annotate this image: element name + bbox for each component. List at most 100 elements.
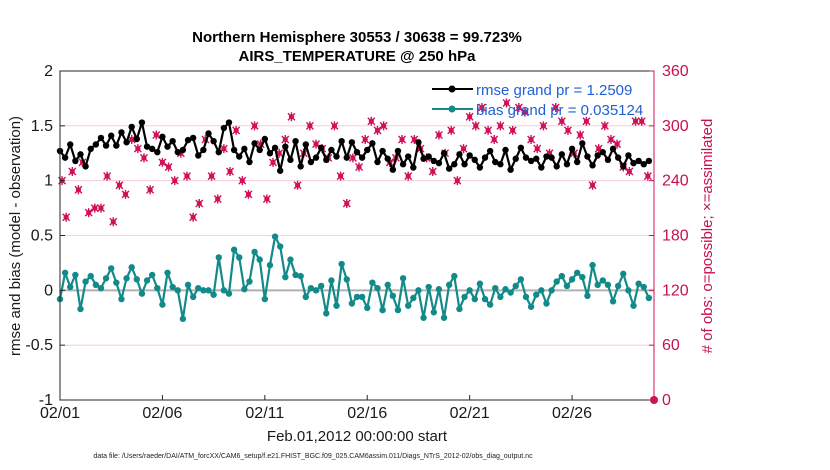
bias-point bbox=[102, 275, 110, 282]
bias-point bbox=[369, 279, 376, 286]
bias-point bbox=[353, 293, 361, 301]
rmse-point bbox=[358, 154, 366, 161]
rmse-point bbox=[620, 163, 627, 170]
legend: rmse grand pr = 1.2509 bias grand pr = 0… bbox=[432, 82, 643, 119]
rmse-point bbox=[645, 157, 653, 165]
obs-assimilated-marker bbox=[379, 121, 388, 131]
obs-assimilated-marker bbox=[613, 139, 622, 149]
chart-title-line2: AIRS_TEMPERATURE @ 250 hPa bbox=[239, 48, 477, 65]
bias-point bbox=[558, 272, 566, 280]
obs-assimilated-marker bbox=[600, 121, 609, 131]
obs-assimilated-marker bbox=[490, 135, 499, 145]
bias-point bbox=[169, 283, 176, 291]
obs-assimilated-marker bbox=[631, 116, 640, 126]
rmse-point bbox=[200, 146, 207, 154]
bias-point bbox=[307, 284, 315, 292]
obs-assimilated-marker bbox=[367, 116, 376, 126]
bias-point bbox=[563, 282, 571, 290]
rmse-point bbox=[271, 144, 279, 151]
rmse-point bbox=[282, 143, 289, 150]
rmse-point bbox=[128, 123, 135, 131]
rmse-point bbox=[179, 146, 187, 154]
bias-point bbox=[97, 284, 105, 292]
rmse-point bbox=[410, 164, 417, 171]
rmse-point bbox=[236, 153, 243, 160]
bias-point bbox=[527, 303, 535, 310]
y-left-tick-label: 1 bbox=[44, 173, 53, 190]
obs-assimilated-marker bbox=[557, 116, 566, 126]
bias-point bbox=[328, 277, 335, 284]
rmse-point bbox=[189, 134, 197, 142]
bias-point bbox=[230, 246, 238, 253]
bias-point bbox=[502, 286, 509, 293]
obs-assimilated-marker bbox=[606, 135, 615, 145]
bias-point bbox=[497, 293, 504, 301]
obs-assimilated-marker bbox=[109, 217, 118, 227]
bias-point bbox=[343, 276, 350, 283]
obs-assimilated-marker bbox=[305, 121, 314, 131]
rmse-point bbox=[169, 137, 176, 145]
rmse-point bbox=[154, 148, 161, 156]
bias-point bbox=[256, 256, 263, 263]
bias-point bbox=[246, 278, 253, 285]
rmse-point bbox=[573, 158, 581, 166]
rmse-point bbox=[87, 145, 94, 153]
bias-point bbox=[384, 281, 391, 289]
bias-point bbox=[594, 281, 601, 289]
obs-assimilated-marker bbox=[563, 125, 572, 135]
bias-point bbox=[599, 277, 606, 284]
bias-point bbox=[630, 302, 637, 309]
bias-point bbox=[317, 282, 325, 290]
rmse-point bbox=[159, 133, 166, 140]
bias-point bbox=[614, 282, 622, 290]
rmse-point bbox=[456, 151, 463, 158]
bias-point bbox=[61, 269, 69, 276]
bias-point bbox=[471, 295, 478, 303]
rmse-point bbox=[507, 166, 514, 173]
bias-point bbox=[266, 261, 274, 269]
rmse-point bbox=[594, 152, 601, 159]
x-tick-label: 02/01 bbox=[40, 405, 80, 422]
rmse-point bbox=[67, 141, 74, 148]
bias-point bbox=[645, 294, 653, 302]
bias-point bbox=[108, 265, 115, 272]
rmse-point bbox=[445, 165, 453, 172]
rmse-point bbox=[210, 137, 217, 145]
rmse-point bbox=[599, 148, 606, 156]
rmse-point bbox=[230, 146, 238, 154]
rmse-point bbox=[394, 147, 402, 155]
bias-point bbox=[492, 284, 499, 292]
bias-point bbox=[251, 248, 258, 256]
bias-point bbox=[435, 286, 443, 293]
obs-assimilated-marker bbox=[207, 171, 216, 181]
obs-assimilated-marker bbox=[115, 180, 124, 190]
legend-rmse-label: rmse grand pr = 1.2509 bbox=[476, 82, 632, 99]
bias-point bbox=[276, 243, 284, 250]
rmse-point bbox=[338, 137, 345, 145]
rmse-point bbox=[113, 142, 120, 149]
rmse-point bbox=[635, 157, 642, 165]
rmse-point bbox=[118, 129, 125, 136]
obs-assimilated-marker bbox=[238, 176, 247, 186]
obs-assimilated-marker bbox=[287, 112, 296, 122]
x-tick-label: 02/11 bbox=[245, 405, 284, 422]
rmse-point bbox=[251, 140, 258, 147]
obs-assimilated-marker bbox=[576, 130, 585, 140]
bias-point bbox=[200, 287, 207, 294]
obs-assimilated-marker bbox=[459, 144, 468, 154]
rmse-point bbox=[614, 154, 622, 161]
legend-bias-marker bbox=[448, 105, 456, 113]
legend-bias-label: bias grand pr = 0.035124 bbox=[476, 102, 643, 119]
obs-assimilated-marker bbox=[404, 171, 413, 181]
rmse-point bbox=[72, 157, 79, 165]
bias-point bbox=[113, 279, 120, 286]
rmse-point bbox=[333, 153, 340, 160]
obs-assimilated-marker bbox=[189, 212, 198, 222]
y-left-tick-label: -1 bbox=[39, 392, 53, 409]
obs-assimilated-marker bbox=[447, 125, 456, 135]
rmse-point bbox=[256, 146, 263, 154]
bias-series bbox=[56, 233, 653, 323]
y-right-tick-label: 300 bbox=[662, 118, 689, 135]
rmse-point bbox=[266, 150, 274, 157]
